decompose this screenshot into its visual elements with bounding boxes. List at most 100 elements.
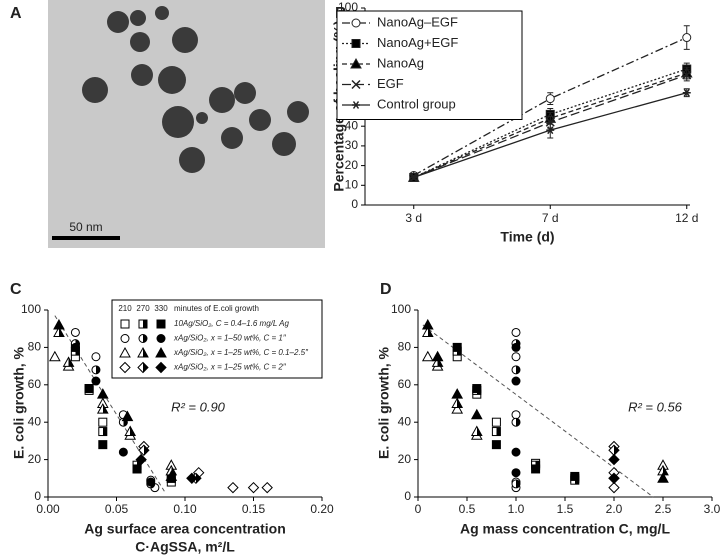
x-axis-label: Ag mass concentration C, mg/L [460,521,670,537]
y-tick-label: 10 [345,177,359,191]
point [491,440,501,450]
point [84,384,94,394]
x-tick-label: 0.5 [459,502,476,516]
point [421,326,434,337]
legend-label: Control group [377,96,456,111]
point [491,417,501,427]
legend-column-label: 210 [118,304,132,313]
y-tick-label: 0 [351,197,358,211]
y-tick-label: 80 [28,340,42,354]
tem-image: 50 nm A [10,0,325,248]
y-tick-label: 100 [21,302,41,316]
point [570,471,580,481]
scale-bar-label: 50 nm [69,220,102,234]
legend-label: NanoAg–EGF [377,14,458,29]
legend-marker [137,361,149,374]
legend-label: 10Ag/SiO₂, C = 0.4–1.6 mg/L Ag [174,319,289,328]
point [70,342,80,352]
point [682,70,692,80]
point [545,94,555,104]
legend-marker [351,39,361,48]
y-tick-label: 100 [391,302,411,316]
point [261,481,273,494]
point [531,464,541,474]
point [546,126,555,135]
y-axis-label: E. coli growth, % [376,346,392,459]
y-tick-label: 20 [398,452,412,466]
legend-marker [120,334,130,343]
legend-marker [156,319,166,329]
legend-column-label: 270 [136,304,150,313]
x-axis-label: Ag surface area concentration [84,521,286,537]
point [70,327,80,337]
point [135,453,147,466]
x-tick-label: 0.15 [242,502,266,516]
legend-marker [351,79,361,90]
y-tick-label: 20 [28,452,42,466]
point [511,447,521,457]
x-tick-label: 3.0 [704,502,721,516]
point [682,88,691,97]
point [98,427,108,437]
x-tick-label: 7 d [542,211,559,225]
point [409,173,418,182]
legend-label: NanoAg [377,55,424,70]
point [247,481,260,494]
y-tick-label: 60 [398,377,412,391]
point [451,403,464,414]
point [511,327,521,337]
point [421,350,434,362]
x-tick-label: 0.05 [105,502,129,516]
y-tick-label: 40 [398,414,412,428]
x-tick-label: 2.5 [655,502,672,516]
point [98,417,108,427]
point [511,365,521,375]
point [124,425,137,437]
legend-marker [137,346,149,358]
x-tick-label: 0.00 [36,502,60,516]
point [49,350,61,362]
point [53,318,65,330]
legend-marker [350,57,362,69]
point [491,427,501,437]
x-tick-label: 0.10 [173,502,197,516]
panel-label: A [10,5,22,22]
y-tick-label: 40 [28,414,42,428]
point [138,444,150,456]
legend-label: NanoAg+EGF [377,35,458,50]
point [470,408,483,420]
point [657,472,669,483]
point [53,326,65,337]
point [96,388,109,399]
legend-marker [120,319,130,329]
x-tick-label: 1.0 [508,502,525,516]
x-tick-label: 3 d [405,211,422,225]
legend-column-label: 330 [154,304,168,313]
legend-label: EGF [377,76,404,91]
legend-marker [138,319,148,329]
x-tick-label: 12 d [675,211,698,225]
point [511,376,521,386]
point [121,410,134,422]
point [608,481,620,494]
point [62,356,75,367]
y-tick-label: 40 [345,118,359,132]
y-tick-label: 30 [345,138,359,152]
y-tick-label: 80 [398,340,412,354]
legend-caption: minutes of E.coli growth [174,304,259,313]
x-tick-label: 0.20 [310,502,334,516]
legend-marker [351,18,361,28]
legend-marker [352,101,360,109]
point [511,479,521,489]
point [421,318,434,330]
point [608,472,620,485]
point [608,453,620,466]
x-tick-label: 1.5 [557,502,574,516]
point [452,342,462,352]
legend-marker [119,361,131,374]
point [132,464,142,474]
point [511,352,521,362]
point [118,447,128,457]
point [431,356,444,367]
